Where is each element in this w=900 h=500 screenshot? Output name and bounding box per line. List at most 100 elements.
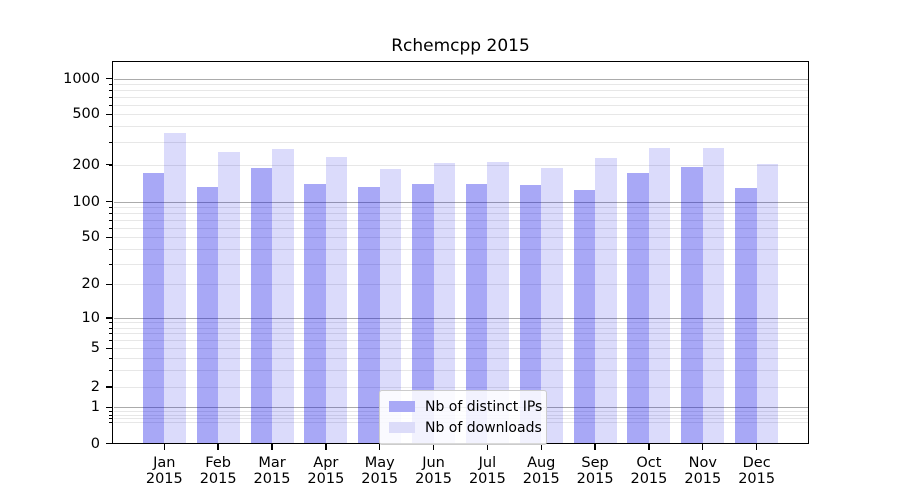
x-tick-label: May 2015 xyxy=(361,454,399,487)
x-tick-mark xyxy=(163,444,165,450)
y-minor-tick xyxy=(108,213,112,215)
x-tick-mark xyxy=(486,444,489,450)
legend-swatch-distinct-ips xyxy=(389,401,415,412)
y-minor-tick xyxy=(108,104,112,106)
y-minor-tick xyxy=(108,206,112,208)
y-minor-tick xyxy=(108,421,112,423)
gridline-minor xyxy=(113,142,808,144)
gridline-minor xyxy=(113,83,808,85)
y-minor-tick xyxy=(108,83,112,85)
gridline-minor xyxy=(113,219,808,221)
y-minor-tick xyxy=(108,89,112,91)
y-tick-mark xyxy=(105,113,112,115)
y-minor-tick xyxy=(108,414,112,416)
gridline-minor xyxy=(113,357,808,359)
y-tick-mark xyxy=(105,443,112,445)
legend: Nb of distinct IPs Nb of downloads xyxy=(379,390,547,445)
y-tick-mark xyxy=(105,347,112,350)
y-tick-mark xyxy=(105,201,112,203)
y-minor-tick xyxy=(108,126,112,128)
gridline-minor xyxy=(113,104,808,106)
x-tick-mark xyxy=(755,444,758,450)
x-tick-mark xyxy=(594,444,596,450)
gridline-major xyxy=(113,317,808,319)
y-tick-label: 10 xyxy=(81,309,100,326)
gridline-minor xyxy=(113,96,808,98)
y-tick-mark xyxy=(105,386,112,388)
gridline-major xyxy=(113,78,808,80)
gridline-minor xyxy=(113,237,808,239)
bar-distinct-ips-apr xyxy=(304,184,326,444)
x-tick-label: Jan 2015 xyxy=(145,454,183,487)
bar-distinct-ips-nov xyxy=(681,167,703,444)
y-tick-label: 5 xyxy=(90,340,100,357)
y-minor-tick xyxy=(108,248,112,250)
gridline-minor xyxy=(113,227,808,229)
bar-downloads-may xyxy=(379,168,402,444)
bar-downloads-nov xyxy=(702,148,725,444)
y-minor-tick xyxy=(108,333,112,335)
y-tick-label: 20 xyxy=(81,276,100,293)
y-tick-label: 2 xyxy=(90,378,100,395)
gridline-minor xyxy=(113,126,808,128)
bar-distinct-ips-oct xyxy=(627,172,649,444)
legend-item-distinct-ips: Nb of distinct IPs xyxy=(389,396,542,417)
legend-label-downloads: Nb of downloads xyxy=(425,419,542,436)
bar-downloads-sep xyxy=(595,158,617,444)
y-tick-label: 200 xyxy=(72,156,100,173)
bar-downloads-mar xyxy=(272,148,294,444)
gridline-minor xyxy=(113,327,808,329)
gridline-minor xyxy=(113,213,808,215)
y-tick-mark xyxy=(105,406,112,409)
chart-title: Rchemcpp 2015 xyxy=(391,36,530,56)
gridline-minor xyxy=(113,114,808,115)
x-tick-label: Sep 2015 xyxy=(576,454,614,487)
x-tick-mark xyxy=(540,444,542,450)
x-tick-label: Apr 2015 xyxy=(307,454,345,487)
legend-label-distinct-ips: Nb of distinct IPs xyxy=(425,398,543,415)
bar-distinct-ips-sep xyxy=(573,189,596,444)
y-tick-label: 1000 xyxy=(63,70,100,87)
bar-distinct-ips-jul xyxy=(465,183,488,444)
bar-distinct-ips-jan xyxy=(142,172,165,444)
x-tick-mark xyxy=(379,444,381,450)
gridline-minor xyxy=(113,284,808,286)
y-minor-tick xyxy=(108,327,112,329)
bar-downloads-jan xyxy=(164,132,186,444)
bar-distinct-ips-dec xyxy=(735,188,757,444)
x-tick-mark xyxy=(217,444,219,450)
y-tick-label: 50 xyxy=(81,229,100,246)
bar-downloads-jul xyxy=(487,161,509,444)
y-minor-tick xyxy=(108,340,112,342)
gridline-minor xyxy=(113,369,808,371)
x-tick-label: Jun 2015 xyxy=(415,454,452,487)
y-tick-mark xyxy=(105,317,112,319)
bar-downloads-dec xyxy=(756,163,779,444)
y-tick-label: 500 xyxy=(72,106,100,122)
x-tick-mark xyxy=(648,444,650,450)
x-tick-label: Feb 2015 xyxy=(199,454,237,487)
x-tick-label: Dec 2015 xyxy=(738,454,776,487)
gridline-minor xyxy=(113,164,808,166)
gridline-minor xyxy=(113,89,808,91)
gridline-minor xyxy=(113,340,808,342)
y-tick-label: 0 xyxy=(90,435,100,452)
bar-distinct-ips-may xyxy=(358,187,380,444)
y-minor-tick xyxy=(108,96,112,98)
gridline-minor xyxy=(113,263,808,265)
y-minor-tick xyxy=(108,369,112,371)
x-tick-label: Aug 2015 xyxy=(522,454,560,487)
gridline-minor xyxy=(113,322,808,324)
y-minor-tick xyxy=(108,227,112,229)
legend-swatch-downloads xyxy=(389,422,415,433)
x-tick-mark xyxy=(325,444,327,450)
bar-downloads-feb xyxy=(218,151,240,444)
y-tick-mark xyxy=(105,78,112,80)
y-minor-tick xyxy=(108,418,112,420)
x-tick-label: Jul 2015 xyxy=(468,454,506,487)
x-tick-mark xyxy=(271,444,273,450)
y-tick-mark xyxy=(105,283,112,286)
x-tick-label: Mar 2015 xyxy=(253,454,291,487)
y-minor-tick xyxy=(108,219,112,221)
